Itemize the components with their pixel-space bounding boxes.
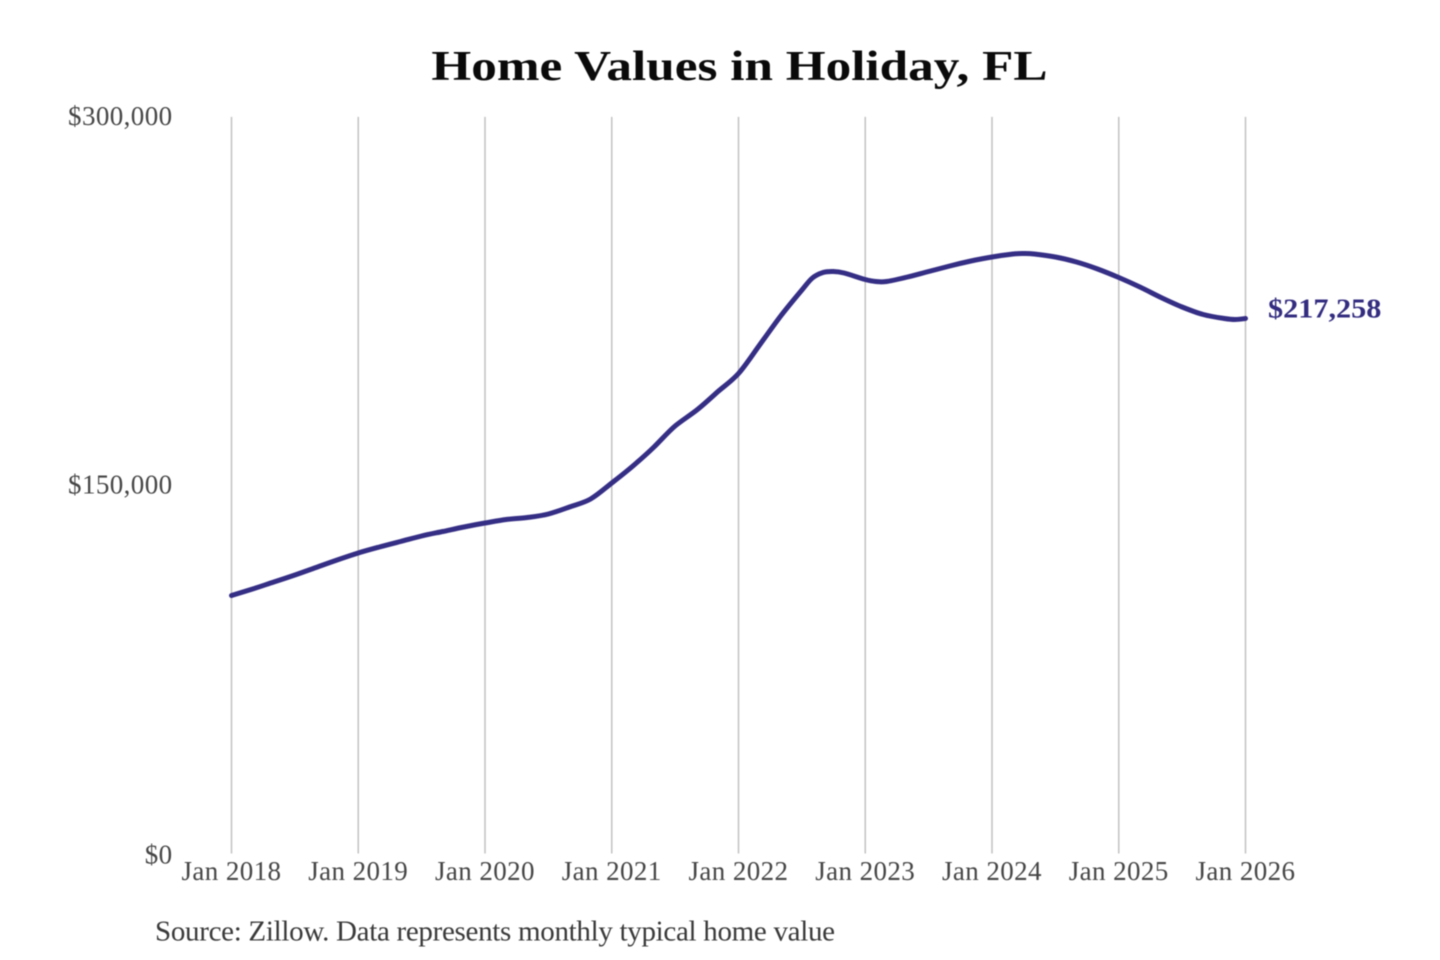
svg-text:Jan 2022: Jan 2022 (689, 856, 789, 886)
svg-text:$150,000: $150,000 (68, 469, 172, 499)
svg-text:$300,000: $300,000 (68, 101, 172, 131)
svg-text:$0: $0 (145, 840, 173, 870)
svg-text:Source: Zillow. Data represent: Source: Zillow. Data represents monthly … (155, 915, 835, 947)
svg-text:Jan 2021: Jan 2021 (562, 856, 662, 886)
svg-text:Home Values in Holiday, FL: Home Values in Holiday, FL (431, 43, 1047, 90)
svg-text:Jan 2026: Jan 2026 (1196, 856, 1296, 886)
svg-text:Jan 2019: Jan 2019 (308, 856, 408, 886)
svg-text:$217,258: $217,258 (1268, 294, 1381, 324)
svg-text:Jan 2023: Jan 2023 (815, 856, 915, 886)
svg-text:Jan 2024: Jan 2024 (942, 856, 1042, 886)
svg-text:Jan 2018: Jan 2018 (182, 856, 282, 886)
svg-text:Jan 2025: Jan 2025 (1069, 856, 1169, 886)
svg-text:Jan 2020: Jan 2020 (435, 856, 535, 886)
